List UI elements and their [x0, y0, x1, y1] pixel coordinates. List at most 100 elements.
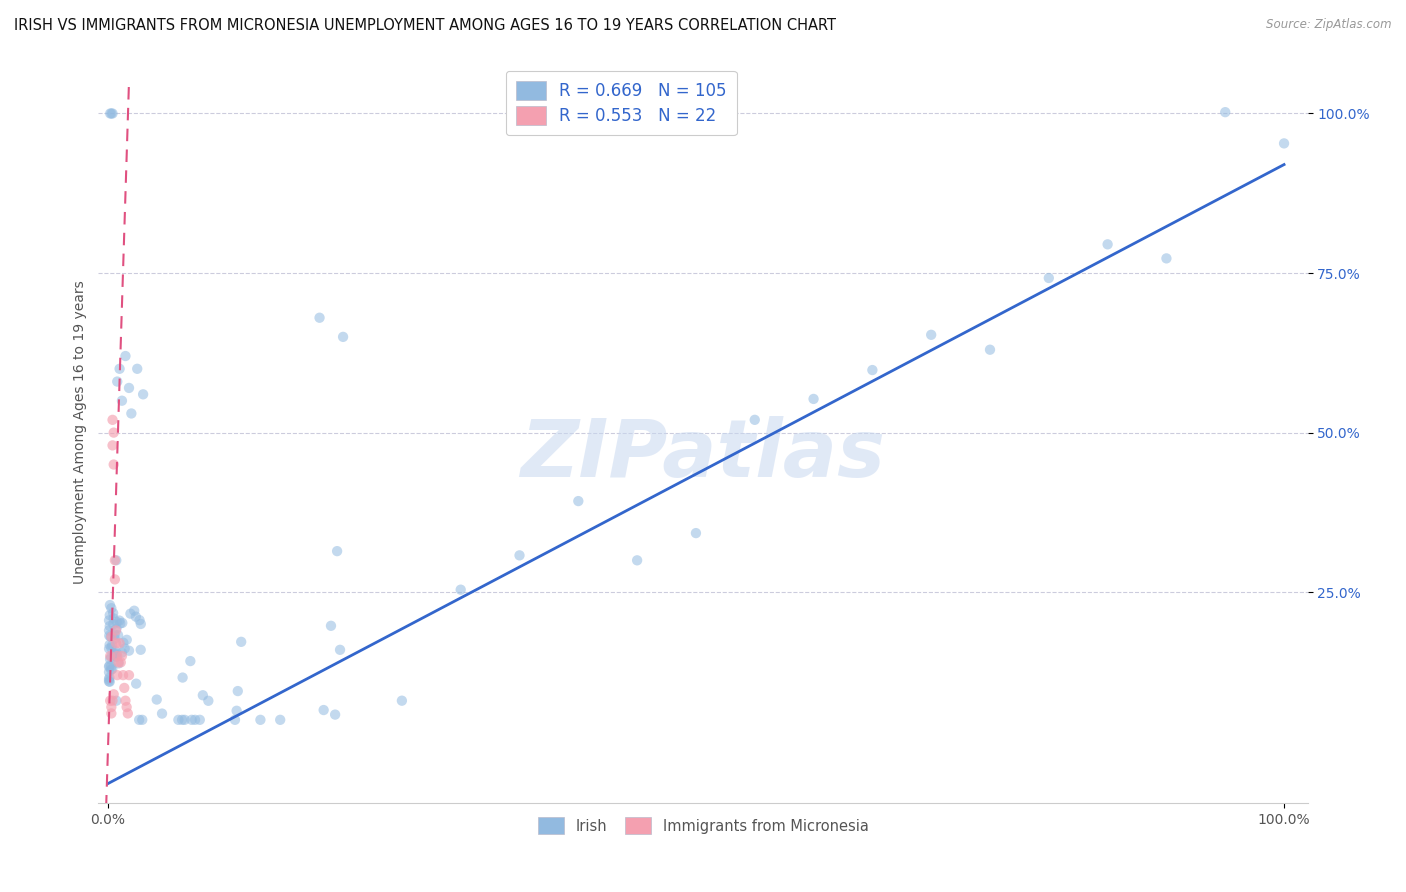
Point [920, 327, 942, 342]
Point [105, 694, 128, 708]
Point [105, 621, 128, 635]
Point [117, 706, 139, 721]
Point [98, 674, 121, 689]
Point [332, 330, 354, 344]
Point [98, 658, 121, 673]
Point [131, 713, 153, 727]
Point [391, 694, 413, 708]
Point [803, 392, 825, 406]
Point [105, 375, 128, 389]
Point [98, 652, 121, 666]
Point [120, 607, 142, 621]
Point [98, 694, 121, 708]
Point [98, 648, 121, 663]
Point [98, 659, 121, 673]
Point [98, 106, 121, 120]
Point [112, 636, 135, 650]
Text: ZIPatlas: ZIPatlas [520, 416, 886, 494]
Point [231, 635, 253, 649]
Point [107, 657, 129, 671]
Point [191, 688, 214, 702]
Point [122, 604, 145, 618]
Point [197, 694, 219, 708]
Point [249, 713, 271, 727]
Point [98, 598, 121, 612]
Point [105, 636, 128, 650]
Point [112, 668, 135, 682]
Point [98, 629, 121, 643]
Point [1097, 237, 1119, 252]
Point [120, 407, 142, 421]
Point [100, 659, 122, 673]
Point [173, 713, 195, 727]
Point [98, 614, 121, 628]
Point [112, 681, 135, 695]
Point [188, 713, 211, 727]
Point [172, 671, 194, 685]
Point [103, 687, 125, 701]
Point [107, 656, 129, 670]
Point [103, 611, 125, 625]
Point [125, 609, 148, 624]
Point [180, 713, 202, 727]
Y-axis label: Unemployment Among Ages 16 to 19 years: Unemployment Among Ages 16 to 19 years [73, 281, 87, 584]
Point [98, 673, 121, 687]
Point [132, 387, 155, 401]
Point [103, 617, 125, 632]
Point [100, 601, 122, 615]
Point [103, 647, 125, 661]
Point [101, 106, 124, 120]
Point [319, 619, 342, 633]
Point [100, 640, 122, 655]
Point [225, 704, 247, 718]
Point [118, 668, 141, 682]
Point [115, 700, 138, 714]
Point [100, 106, 122, 120]
Point [170, 713, 193, 727]
Point [1038, 271, 1060, 285]
Point [101, 694, 124, 708]
Point [107, 628, 129, 642]
Point [101, 606, 124, 620]
Point [150, 706, 173, 721]
Point [450, 582, 472, 597]
Point [115, 632, 138, 647]
Point [98, 638, 121, 652]
Point [323, 707, 346, 722]
Point [108, 614, 131, 628]
Point [118, 381, 141, 395]
Point [860, 363, 883, 377]
Point [105, 668, 128, 682]
Point [98, 674, 121, 689]
Point [104, 647, 127, 661]
Point [105, 624, 128, 638]
Point [111, 646, 134, 660]
Point [103, 458, 125, 472]
Point [167, 713, 190, 727]
Point [105, 648, 128, 663]
Point [98, 608, 121, 623]
Point [145, 692, 167, 706]
Point [98, 665, 121, 679]
Point [104, 632, 127, 646]
Point [114, 641, 136, 656]
Point [105, 650, 128, 665]
Text: IRISH VS IMMIGRANTS FROM MICRONESIA UNEMPLOYMENT AMONG AGES 16 TO 19 YEARS CORRE: IRISH VS IMMIGRANTS FROM MICRONESIA UNEM… [14, 18, 837, 33]
Point [103, 425, 125, 440]
Point [685, 526, 707, 541]
Point [329, 642, 352, 657]
Point [127, 361, 149, 376]
Point [179, 654, 201, 668]
Point [308, 310, 330, 325]
Point [1213, 105, 1236, 120]
Point [100, 700, 122, 714]
Point [326, 544, 349, 558]
Point [129, 642, 152, 657]
Point [626, 553, 648, 567]
Point [98, 671, 121, 685]
Point [104, 553, 127, 567]
Point [128, 613, 150, 627]
Point [108, 636, 131, 650]
Point [101, 413, 124, 427]
Point [105, 615, 128, 629]
